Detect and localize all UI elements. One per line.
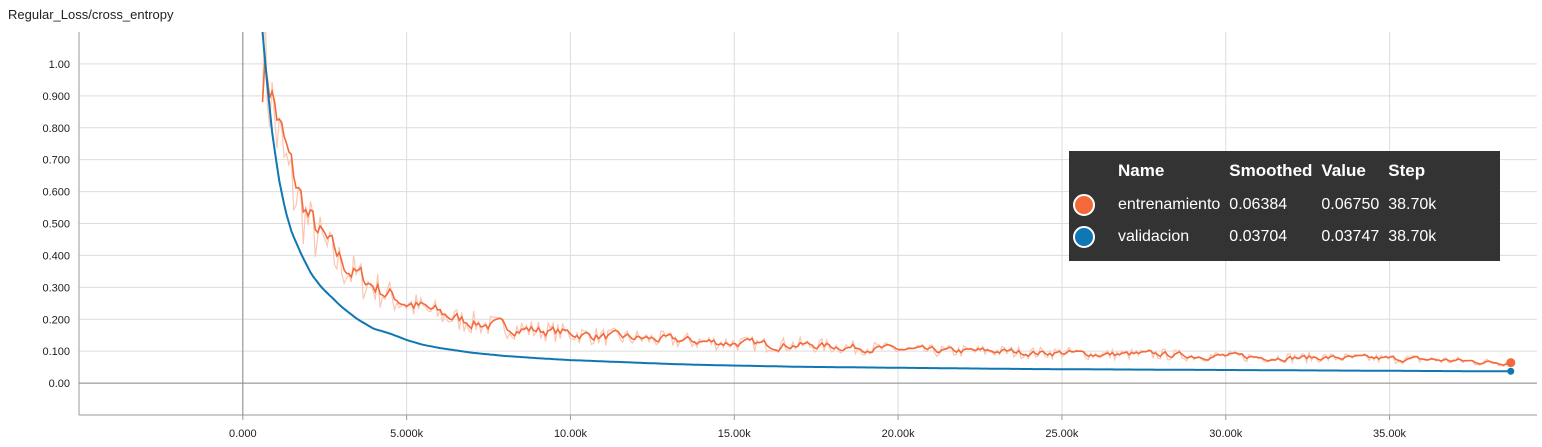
y-tick-label: 1.00 <box>49 59 70 71</box>
tooltip-value: 0.06750 <box>1321 196 1380 213</box>
y-tick-label: 0.900 <box>42 91 70 103</box>
tooltip-name: entrenamiento <box>1118 196 1221 213</box>
series-entrenamiento <box>261 32 1512 367</box>
x-tick-label: 5.000k <box>390 428 424 440</box>
tooltip-value: 0.03747 <box>1321 228 1380 245</box>
tooltip-row-validacion: validacion 0.03704 0.03747 38.70k <box>1073 221 1445 253</box>
axes <box>78 32 1537 420</box>
tooltip-header-name: Name <box>1118 161 1165 180</box>
series-raw-line-entrenamiento <box>261 32 1512 367</box>
y-tick-labels: 0.00 0.100 0.200 0.300 0.400 0.500 0.600 0.700 0… <box>42 59 70 390</box>
series-lines <box>261 32 1516 375</box>
x-tick-label: 30.00k <box>1209 428 1243 440</box>
series-line-validacion <box>261 32 1511 373</box>
x-tick-label: 20.00k <box>882 428 916 440</box>
tooltip-header-smoothed: Smoothed <box>1229 161 1313 180</box>
y-tick-label: 0.200 <box>42 314 70 326</box>
chart-title: Regular_Loss/cross_entropy <box>8 7 174 22</box>
x-tick-labels: 0.000 5.000k 10.00k 15.00k 20.00k 25.00k 30.00… <box>229 428 1407 440</box>
series-swatch-entrenamiento <box>1073 194 1095 216</box>
x-tick-label: 0.000 <box>229 428 257 440</box>
tooltip-table: Name Smoothed Value Step entrenamiento 0… <box>1073 161 1445 253</box>
x-tick-label: 10.00k <box>554 428 588 440</box>
series-validacion <box>261 32 1511 373</box>
series-swatch-validacion <box>1073 226 1095 248</box>
tooltip-step: 38.70k <box>1388 228 1437 245</box>
y-tick-label: 0.00 <box>49 378 70 390</box>
tooltip-step: 38.70k <box>1388 196 1437 213</box>
tooltip-smoothed: 0.06384 <box>1229 196 1288 213</box>
tooltip-swatch-header <box>1073 161 1118 189</box>
series-endpoint-validacion <box>1507 367 1515 375</box>
tooltip-header-step: Step <box>1388 161 1426 180</box>
y-tick-label: 0.600 <box>42 187 70 199</box>
y-tick-label: 0.400 <box>42 250 70 262</box>
tooltip-panel: Name Smoothed Value Step entrenamiento 0… <box>1069 151 1500 261</box>
series-line-entrenamiento <box>261 61 1512 367</box>
tooltip-smoothed: 0.03704 <box>1229 228 1288 245</box>
tooltip-header-value: Value <box>1321 161 1366 180</box>
tooltip-row-entrenamiento: entrenamiento 0.06384 0.06750 38.70k <box>1073 189 1445 221</box>
y-tick-label: 0.700 <box>42 155 70 167</box>
y-tick-label: 0.300 <box>42 282 70 294</box>
y-tick-label: 0.500 <box>42 219 70 231</box>
x-tick-label: 35.00k <box>1373 428 1407 440</box>
tooltip-name: validacion <box>1118 228 1190 245</box>
x-tick-label: 15.00k <box>718 428 752 440</box>
tooltip-header-row: Name Smoothed Value Step <box>1073 161 1445 189</box>
x-tick-label: 25.00k <box>1045 428 1079 440</box>
y-tick-label: 0.800 <box>42 123 70 135</box>
y-tick-label: 0.100 <box>42 346 70 358</box>
series-endpoint-entrenamiento <box>1506 358 1516 368</box>
